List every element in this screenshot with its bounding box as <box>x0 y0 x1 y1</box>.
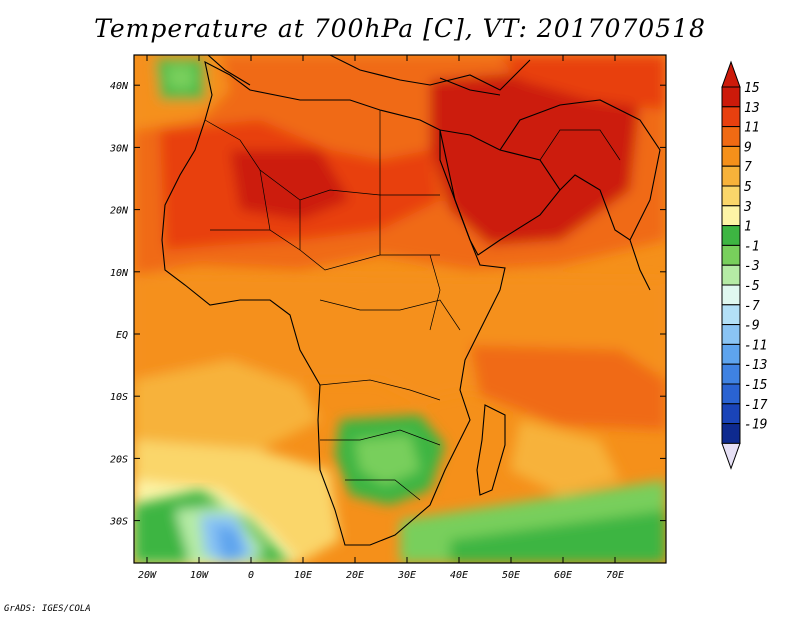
colorbar-box <box>721 383 741 405</box>
colorbar-label: -5 <box>744 279 760 294</box>
colorbar-label: -1 <box>744 239 760 254</box>
colorbar-label: -9 <box>744 319 760 334</box>
colorbar-box <box>721 324 741 345</box>
y-tick-label: 30S <box>109 517 128 528</box>
x-tick-label: 0 <box>248 570 254 581</box>
colorbar-label: 7 <box>744 160 752 175</box>
chart-title: Temperature at 700hPa [C], VT: 201707051… <box>94 14 706 43</box>
y-tick-label: 10S <box>110 392 128 403</box>
colorbar-label: -15 <box>744 378 768 393</box>
colorbar-box <box>721 165 741 187</box>
colorbar-label: 5 <box>744 180 752 195</box>
plot-frame <box>133 54 667 564</box>
colorbar-box <box>721 225 741 246</box>
colorbar-label: -7 <box>744 299 760 314</box>
colorbar-label: 1 <box>744 220 752 235</box>
colorbar-box <box>721 126 741 147</box>
colorbar-box <box>721 363 741 385</box>
colorbar-bottom-arrow <box>721 442 741 470</box>
x-tick-label: 40E <box>450 570 468 581</box>
colorbar-box <box>721 86 741 108</box>
colorbar-label: 13 <box>744 101 760 116</box>
colorbar-box <box>721 244 741 266</box>
y-tick-label: 20S <box>110 454 128 465</box>
country-borders <box>204 110 621 501</box>
colorbar-box <box>721 403 741 425</box>
colorbar-label: 9 <box>744 140 752 155</box>
colorbar: 15 13 11 9 7 5 3 1 -1 -3 -5 -7 -9 -11 -13 -15 -17 -19 <box>721 60 768 470</box>
credit-text: GrADS: IGES/COLA <box>4 604 91 614</box>
y-tick-label: 30N <box>109 143 129 154</box>
y-axis: 40N 30N 20N 10N EQ 10S 20S 30S <box>109 81 666 528</box>
colorbar-top-arrow <box>721 60 741 88</box>
colorbar-label: 15 <box>744 81 760 96</box>
colorbar-box <box>721 205 741 227</box>
colorbar-label: -13 <box>744 358 767 373</box>
x-tick-label: 30E <box>397 570 416 581</box>
x-tick-label: 70E <box>606 570 624 581</box>
colorbar-box <box>721 264 741 286</box>
colorbar-label: -19 <box>744 418 767 433</box>
coastlines <box>161 55 661 546</box>
colorbar-box <box>721 185 741 207</box>
x-tick-label: 20W <box>138 570 157 581</box>
temperature-field <box>134 55 666 563</box>
x-tick-label: 10E <box>294 570 312 581</box>
colorbar-label: -3 <box>744 259 760 274</box>
colorbar-label: 3 <box>743 200 752 215</box>
x-tick-label: 20E <box>346 570 364 581</box>
colorbar-box <box>721 284 741 306</box>
colorbar-label: -17 <box>744 398 768 413</box>
colorbar-label: -11 <box>744 338 767 353</box>
y-tick-label: 40N <box>110 81 129 92</box>
x-tick-label: 60E <box>554 570 572 581</box>
x-tick-label: 10W <box>190 570 209 581</box>
colorbar-box <box>721 423 741 444</box>
colorbar-label: 11 <box>744 121 760 136</box>
colorbar-box <box>721 343 741 365</box>
y-tick-label: 20N <box>110 206 129 217</box>
y-tick-label: 10N <box>110 268 129 279</box>
colorbar-box <box>721 304 741 326</box>
y-tick-label: EQ <box>116 330 128 341</box>
x-axis: 20W 10W 0 10E 20E 30E 40E 50E 60E 70E <box>138 55 624 581</box>
colorbar-box <box>721 145 741 167</box>
x-tick-label: 50E <box>502 570 520 581</box>
colorbar-box <box>721 106 741 128</box>
